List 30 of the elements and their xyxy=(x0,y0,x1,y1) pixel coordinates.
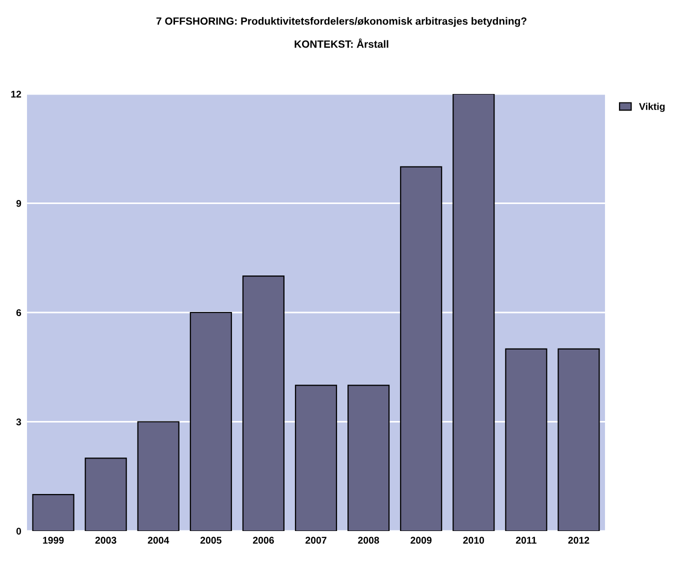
bar xyxy=(348,384,390,531)
bar xyxy=(452,94,495,531)
x-tick-label: 2003 xyxy=(95,536,116,544)
x-tick-label: 2004 xyxy=(148,536,170,544)
bar xyxy=(400,166,442,531)
x-tick-label: 2007 xyxy=(306,536,326,544)
bar xyxy=(505,348,548,531)
chart-subtitle: KONTEKST: Årstall xyxy=(294,38,388,48)
y-tick-label: 0 xyxy=(16,528,22,535)
x-tick-label: 2012 xyxy=(568,536,590,544)
bar xyxy=(32,494,74,531)
y-tick-label: 3 xyxy=(16,418,22,426)
x-tick-label: 2011 xyxy=(516,536,536,544)
y-tick-label: 6 xyxy=(16,309,22,316)
bar xyxy=(294,384,338,531)
y-tick-label: 9 xyxy=(16,200,22,207)
bar xyxy=(242,276,284,531)
x-tick-label: 2010 xyxy=(463,536,484,544)
x-tick-label: 2009 xyxy=(410,536,432,544)
x-tick-label: 2008 xyxy=(358,536,380,544)
bar xyxy=(84,458,127,531)
x-tick-label: 2005 xyxy=(200,536,222,544)
bar xyxy=(558,348,600,531)
bar xyxy=(190,312,232,531)
legend-label: Viktig xyxy=(639,102,665,112)
chart-title: 7 OFFSHORING: Produktivitetsfordelers/økonomisk arbitrasjes betydning? xyxy=(156,17,526,27)
y-tick-label: 12 xyxy=(11,90,22,98)
bar xyxy=(137,421,180,531)
x-tick-label: 2006 xyxy=(252,536,274,544)
x-tick-label: 1999 xyxy=(43,536,64,544)
